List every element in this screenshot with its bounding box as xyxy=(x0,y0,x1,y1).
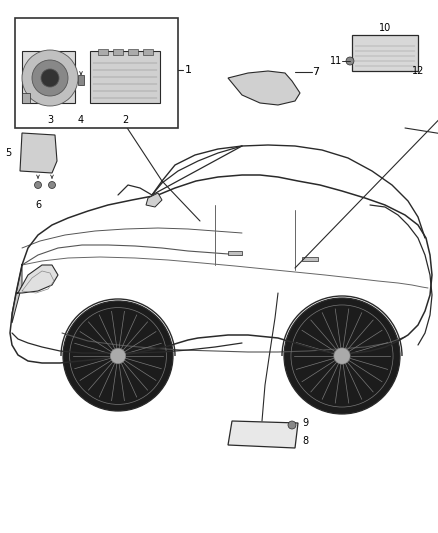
Text: 2: 2 xyxy=(122,115,128,125)
Polygon shape xyxy=(10,175,432,363)
Circle shape xyxy=(288,421,296,429)
Circle shape xyxy=(63,301,173,411)
Text: 12: 12 xyxy=(412,66,424,76)
Polygon shape xyxy=(90,51,160,103)
Circle shape xyxy=(32,60,68,96)
Circle shape xyxy=(41,69,59,87)
Circle shape xyxy=(110,348,126,364)
Polygon shape xyxy=(16,265,58,293)
Text: 11: 11 xyxy=(330,56,342,66)
Polygon shape xyxy=(98,49,108,55)
Polygon shape xyxy=(143,49,153,55)
Polygon shape xyxy=(20,133,57,173)
Text: 10: 10 xyxy=(379,23,391,33)
Polygon shape xyxy=(113,49,123,55)
Polygon shape xyxy=(78,75,84,85)
Polygon shape xyxy=(146,193,162,207)
Polygon shape xyxy=(228,71,300,105)
Polygon shape xyxy=(228,421,298,448)
Polygon shape xyxy=(12,265,22,323)
Polygon shape xyxy=(352,35,418,71)
Polygon shape xyxy=(228,251,242,255)
Text: 7: 7 xyxy=(312,67,319,77)
Text: 9: 9 xyxy=(302,418,308,428)
Text: 1: 1 xyxy=(185,65,192,75)
Polygon shape xyxy=(22,93,30,103)
Text: 3: 3 xyxy=(47,115,53,125)
Circle shape xyxy=(284,298,400,414)
Polygon shape xyxy=(128,49,138,55)
Circle shape xyxy=(346,57,354,65)
Text: 5: 5 xyxy=(5,148,11,158)
Text: 6: 6 xyxy=(35,200,41,210)
Polygon shape xyxy=(22,51,75,103)
Text: 8: 8 xyxy=(302,436,308,446)
Circle shape xyxy=(334,348,350,364)
Text: 4: 4 xyxy=(78,115,84,125)
FancyBboxPatch shape xyxy=(15,18,178,128)
Circle shape xyxy=(49,182,56,189)
Circle shape xyxy=(35,182,42,189)
Circle shape xyxy=(22,50,78,106)
Polygon shape xyxy=(302,257,318,261)
